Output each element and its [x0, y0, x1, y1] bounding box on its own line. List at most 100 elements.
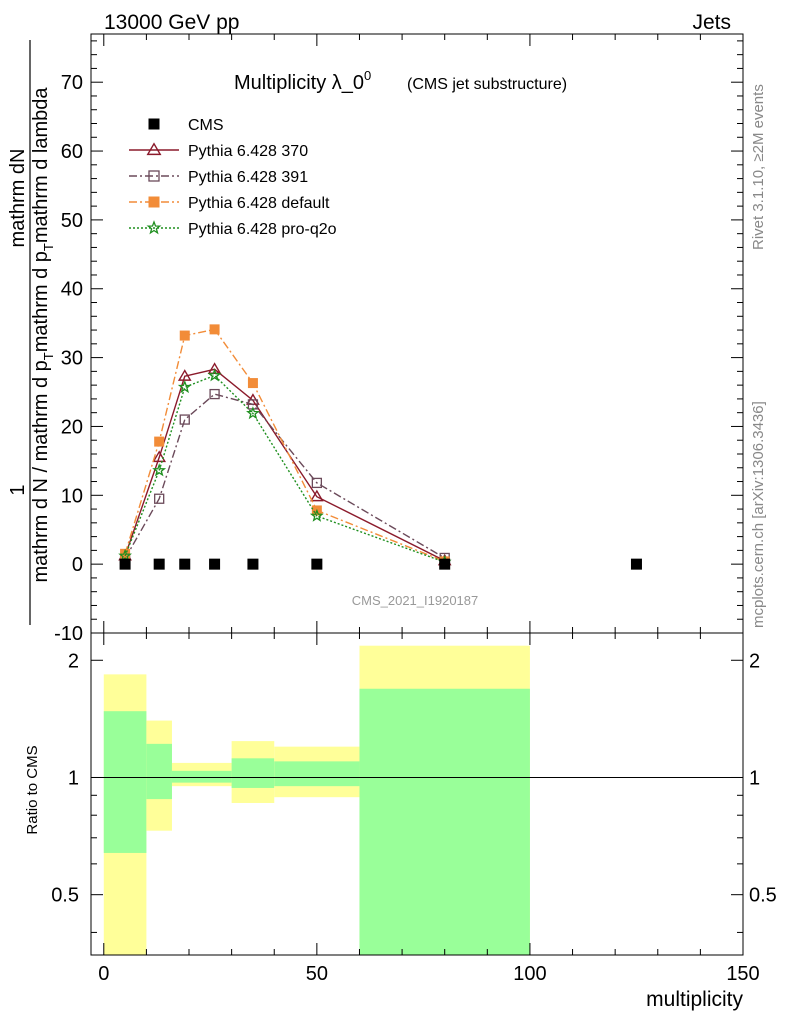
energy-label: 13000 GeV pp — [104, 11, 239, 34]
data-point — [311, 558, 323, 570]
inner-band — [146, 743, 172, 800]
data-point — [309, 508, 324, 522]
x-tick-label: 50 — [306, 963, 328, 985]
inner-band — [359, 688, 530, 955]
ylabel-denominator-sub: T — [41, 352, 56, 360]
ratio-plot-panel: 0.5 0.5 1 1 2 2 0 50 100 150 Ratio to CMS multipl… — [24, 632, 777, 1011]
legend-entry: Pythia 6.428 370 — [129, 142, 308, 160]
y-tick-label: 10 — [61, 485, 83, 507]
series-cms — [119, 558, 642, 570]
data-point — [209, 388, 220, 400]
ratio-plot-frame — [90, 632, 744, 956]
y-tick-label: 50 — [61, 210, 83, 232]
ratio-y-tick-label: 2 — [68, 650, 79, 672]
series-pythia-6-428-pro-q2o — [118, 368, 452, 569]
y-tick-label: -10 — [54, 623, 83, 645]
ratio-y-tick-label: 0.5 — [51, 885, 79, 907]
rivet-label: Rivet 3.1.10, ≥2M events — [750, 84, 767, 250]
legend: CMS Pythia 6.428 370 Pythia 6.428 391 Pythi… — [129, 117, 337, 238]
legend-marker — [148, 170, 160, 182]
legend-marker — [148, 196, 160, 208]
x-tick-label: 0 — [98, 963, 109, 985]
data-point — [152, 450, 167, 463]
data-point — [119, 558, 131, 570]
main-plot-panel: -10 0 10 20 30 40 50 60 70 CMS Pythia 6.428 370 Py… — [54, 33, 744, 645]
data-point — [630, 558, 642, 570]
inner-band — [274, 761, 360, 787]
y-tick-label: 0 — [72, 554, 83, 576]
data-point — [439, 558, 451, 570]
y-tick-label: 40 — [61, 279, 83, 301]
data-point — [246, 406, 260, 420]
data-point — [179, 414, 190, 425]
y-tick-label: 20 — [61, 416, 83, 438]
main-title-main: Multiplicity λ_0 — [234, 72, 364, 94]
data-point — [152, 463, 167, 477]
mcplots-label: mcplots.cern.ch [arXiv:1306.3436] — [750, 401, 767, 628]
main-title-sup: 0 — [364, 68, 371, 83]
data-point — [207, 362, 222, 374]
ratio-y-tick-label-right: 0.5 — [749, 885, 777, 907]
data-point — [153, 558, 165, 570]
legend-marker — [148, 118, 160, 130]
data-point — [154, 436, 165, 447]
x-axis-label: multiplicity — [646, 988, 743, 1011]
main-subtitle: (CMS jet substructure) — [407, 76, 567, 93]
data-point — [207, 368, 222, 382]
legend-label: Pythia 6.428 default — [188, 195, 330, 212]
data-point — [311, 477, 323, 489]
data-point — [310, 489, 324, 502]
inner-band — [171, 770, 232, 783]
data-point — [179, 558, 191, 570]
y-tick-label: 60 — [61, 141, 83, 163]
legend-entry: Pythia 6.428 391 — [129, 169, 308, 186]
legend-entry: CMS — [148, 117, 224, 134]
ratio-ylabel: Ratio to CMS — [24, 745, 41, 834]
legend-entry: Pythia 6.428 pro-q2o — [129, 220, 337, 238]
data-point — [177, 379, 192, 394]
watermark: CMS_2021_I1920187 — [352, 593, 479, 608]
main-title: Multiplicity λ_00 — [234, 68, 371, 94]
ratio-band — [274, 746, 360, 798]
ratio-y-tick-label-right: 1 — [749, 767, 760, 789]
ratio-band — [103, 674, 147, 955]
legend-marker — [146, 220, 162, 235]
x-tick-label: 100 — [513, 963, 546, 985]
data-point — [154, 493, 165, 504]
inner-band — [103, 711, 147, 853]
ylabel-numerator: mathrm dN — [7, 149, 29, 248]
ylabel-denominator-part3: mathrm d lambda — [30, 87, 52, 243]
y-tick-label: 70 — [61, 72, 83, 94]
data-point — [209, 324, 220, 335]
series-pythia-6-428-391 — [119, 388, 450, 564]
inner-band — [231, 758, 275, 788]
legend-label: Pythia 6.428 391 — [188, 169, 308, 186]
series-pythia-6-428-default — [120, 324, 450, 567]
category-label: Jets — [692, 11, 731, 34]
series-line — [124, 328, 445, 563]
data-point — [247, 558, 259, 570]
ratio-band — [359, 645, 530, 955]
ratio-band — [171, 762, 232, 787]
ylabel-denominator-part2: mathrm d p — [30, 251, 52, 352]
data-point — [209, 558, 221, 570]
ylabel-denominator-part1: mathrm d N / mathrm d p — [30, 360, 52, 582]
ratio-y-tick-label: 1 — [68, 767, 79, 789]
data-point — [118, 548, 132, 562]
legend-marker — [146, 142, 162, 156]
legend-label: Pythia 6.428 pro-q2o — [188, 221, 337, 238]
ratio-band — [146, 720, 172, 831]
ylabel-denominator: mathrm d N / mathrm d pTmathrm d pTmathr… — [30, 87, 56, 583]
series-line — [124, 374, 445, 563]
legend-label: Pythia 6.428 370 — [188, 143, 308, 160]
ylabel-denominator-sub2: T — [41, 243, 56, 251]
ratio-band — [231, 741, 275, 803]
y-tick-label: 30 — [61, 348, 83, 370]
legend-entry: Pythia 6.428 default — [129, 195, 330, 212]
ratio-y-tick-label-right: 2 — [749, 650, 760, 672]
ylabel-one: 1 — [7, 484, 29, 495]
main-ylabel: mathrm dN 1 mathrm d N / mathrm d pTmath… — [7, 40, 56, 625]
legend-label: CMS — [188, 117, 224, 134]
data-point — [177, 369, 192, 381]
